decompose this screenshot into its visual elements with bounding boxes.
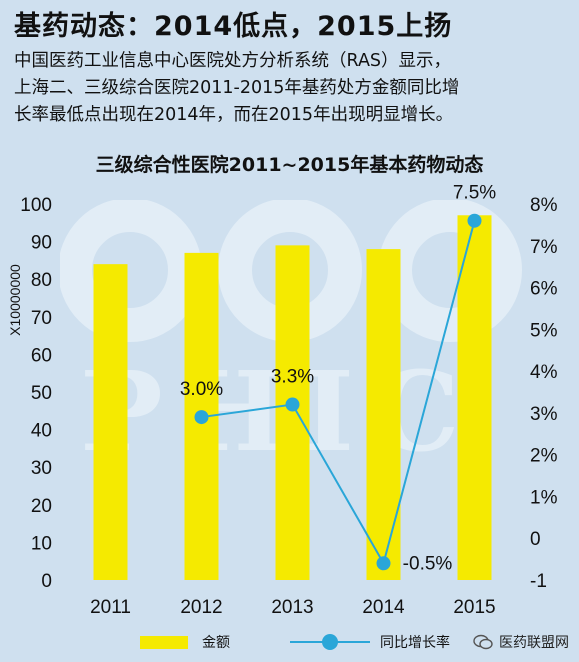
legend-label: 金额 xyxy=(202,635,230,651)
right-tick-label: 7% xyxy=(530,237,558,258)
left-tick-label: 50 xyxy=(31,383,52,404)
intro-line: 中国医药工业信息中心医院处方分析系统（RAS）显示， xyxy=(14,51,452,71)
growth-point-2015 xyxy=(467,213,482,228)
left-tick-label: 20 xyxy=(31,496,52,517)
chart-title: 三级综合性医院2011~2015年基本药物动态 xyxy=(95,154,484,176)
right-tick-label: 2% xyxy=(530,446,558,467)
right-tick-label: 4% xyxy=(530,362,558,383)
legend-item-growth: 同比增长率 xyxy=(290,632,450,652)
left-tick-label: 10 xyxy=(31,533,52,554)
left-tick-label: 90 xyxy=(31,233,52,254)
x-tick-label: 2014 xyxy=(362,597,405,618)
bar-2013 xyxy=(275,245,310,581)
x-tick-label: 2015 xyxy=(453,597,495,618)
growth-data-label: 3.0% xyxy=(180,379,223,400)
left-tick-label: 80 xyxy=(31,270,52,291)
growth-point-2013 xyxy=(285,397,300,412)
x-tick-label: 2013 xyxy=(271,597,313,618)
left-tick-label: 60 xyxy=(31,345,52,366)
right-tick-label: 5% xyxy=(530,320,558,341)
legend-item-amount: 金额 xyxy=(140,632,230,652)
legend-swatch-bar xyxy=(140,635,188,649)
intro-line: 上海二、三级综合医院2011-2015年基药处方金额同比增 xyxy=(14,78,460,98)
growth-line xyxy=(201,220,476,566)
chart-legend: 金额 同比增长率 xyxy=(0,630,579,660)
bar-2011 xyxy=(93,264,128,580)
right-tick-label: 6% xyxy=(530,279,558,300)
page-headline: 基药动态：2014低点，2015上扬 xyxy=(14,11,453,42)
wechat-icon xyxy=(473,634,493,650)
growth-data-label: 3.3% xyxy=(271,367,314,388)
right-tick-label: 0 xyxy=(530,529,541,550)
bar-2014 xyxy=(366,249,401,580)
bar-2015 xyxy=(457,215,492,580)
right-tick-label: 1% xyxy=(530,487,558,508)
left-axis-label: X10000000 xyxy=(7,264,23,336)
right-tick-label: -1 xyxy=(530,571,547,592)
growth-data-label: -0.5% xyxy=(403,553,453,574)
left-tick-label: 0 xyxy=(41,571,52,592)
right-tick-label: 8% xyxy=(530,195,558,216)
brand-watermark: 医药联盟网 xyxy=(473,632,569,652)
brand-name: 医药联盟网 xyxy=(499,635,569,651)
x-tick-label: 2011 xyxy=(90,597,131,618)
growth-point-2012 xyxy=(194,410,209,425)
intro-line: 长率最低点出现在2014年，而在2015年出现明显增长。 xyxy=(14,105,454,125)
left-tick-label: 100 xyxy=(20,195,52,216)
growth-data-label: 7.5% xyxy=(453,183,496,204)
left-tick-label: 30 xyxy=(31,458,52,479)
x-tick-label: 2012 xyxy=(180,597,222,618)
legend-label: 同比增长率 xyxy=(380,635,450,651)
intro-paragraph: 中国医药工业信息中心医院处方分析系统（RAS）显示， 上海二、三级综合医院201… xyxy=(14,48,570,129)
right-tick-label: 3% xyxy=(530,404,558,425)
legend-swatch-line xyxy=(290,634,370,650)
left-tick-label: 40 xyxy=(31,421,52,442)
growth-point-2014 xyxy=(376,556,391,571)
left-tick-label: 70 xyxy=(31,308,52,329)
